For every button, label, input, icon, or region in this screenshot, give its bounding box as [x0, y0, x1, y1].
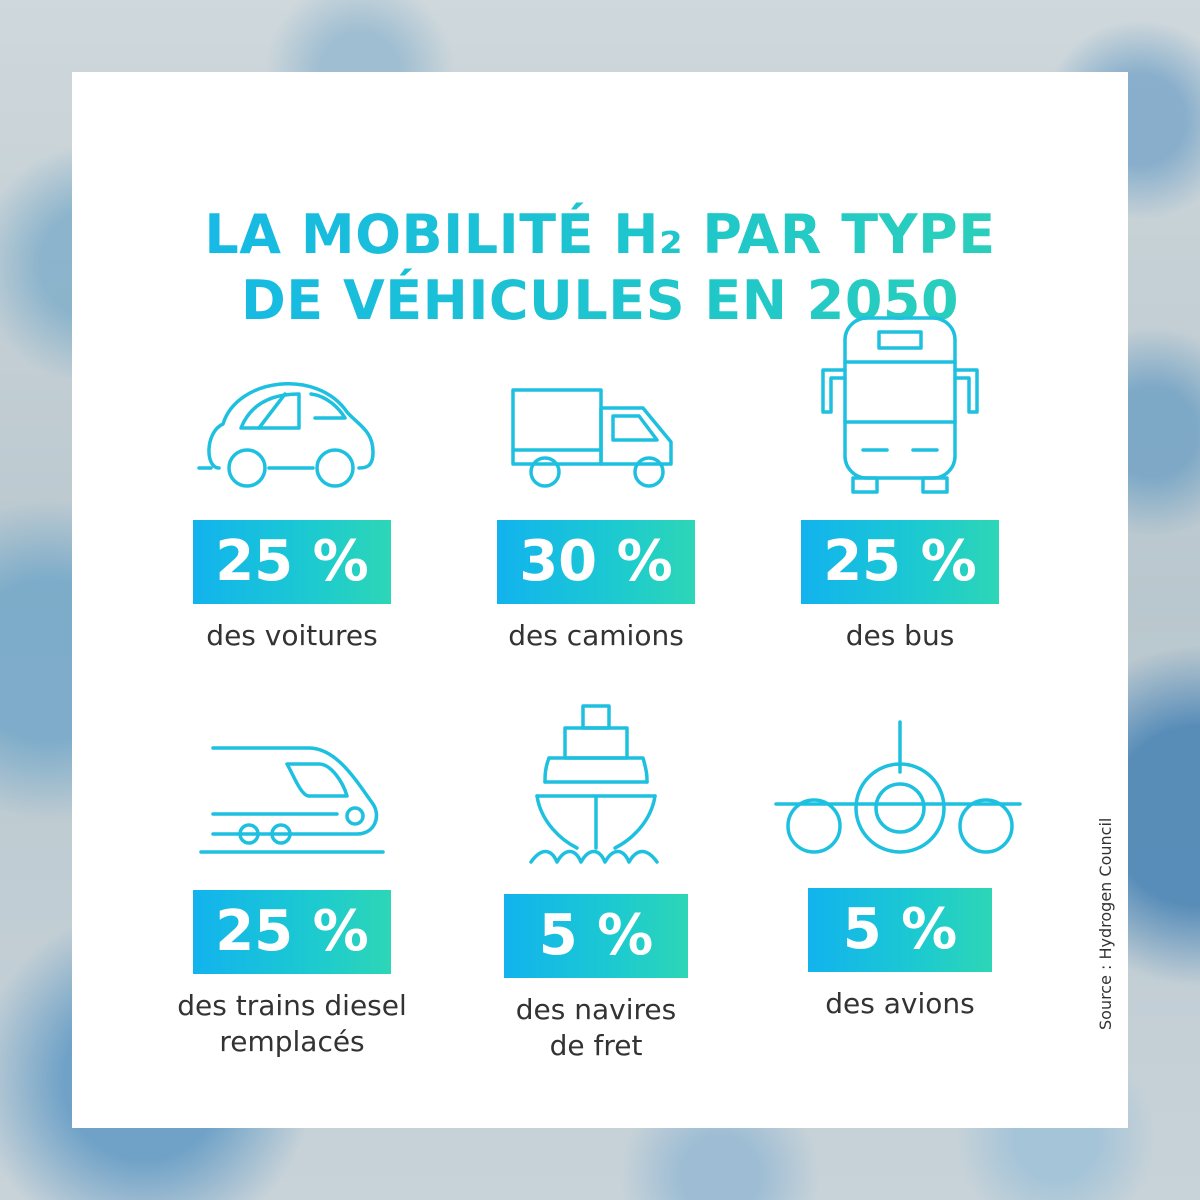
caption-cars: des voitures: [132, 618, 452, 654]
ship-icon: [436, 702, 756, 872]
source-note: Source : Hydrogen Council: [1096, 817, 1115, 1030]
caption-cars-line1: des voitures: [206, 619, 378, 652]
caption-buses: des bus: [740, 618, 1060, 654]
bus-icon: [740, 312, 1060, 502]
caption-trains-line2: remplacés: [219, 1025, 365, 1058]
caption-ships-line1: des navires: [515, 993, 677, 1026]
title-line-1: LA MOBILITÉ H₂ PAR TYPE: [72, 202, 1128, 268]
item-buses: 25 % des bus: [740, 312, 1060, 654]
caption-trucks-line1: des camions: [508, 619, 684, 652]
caption-trains-line1: des trains diesel: [177, 989, 407, 1022]
value-badge-cars: 25 %: [193, 520, 391, 604]
car-icon: [132, 372, 452, 502]
item-trains: 25 % des trains diesel remplacés: [132, 738, 452, 1060]
caption-ships: des navires de fret: [436, 992, 756, 1064]
caption-airplanes-line1: des avions: [825, 987, 975, 1020]
truck-icon: [436, 372, 756, 502]
value-badge-buses: 25 %: [801, 520, 999, 604]
value-badge-trains: 25 %: [193, 890, 391, 974]
page-title: LA MOBILITÉ H₂ PAR TYPE DE VÉHICULES EN …: [72, 202, 1128, 334]
item-trucks: 30 % des camions: [436, 372, 756, 654]
caption-trains: des trains diesel remplacés: [132, 988, 452, 1060]
item-ships: 5 % des navires de fret: [436, 702, 756, 1064]
item-cars: 25 % des voitures: [132, 372, 452, 654]
caption-buses-line1: des bus: [845, 619, 955, 652]
train-icon: [132, 738, 452, 868]
title-line-2: DE VÉHICULES EN 2050: [72, 268, 1128, 334]
caption-ships-line2: de fret: [549, 1029, 643, 1062]
airplane-icon: [740, 718, 1060, 868]
item-airplanes: 5 % des avions: [740, 718, 1060, 1022]
value-badge-airplanes: 5 %: [808, 888, 992, 972]
value-badge-ships: 5 %: [504, 894, 688, 978]
caption-airplanes: des avions: [740, 986, 1060, 1022]
infographic-card: LA MOBILITÉ H₂ PAR TYPE DE VÉHICULES EN …: [72, 72, 1128, 1128]
caption-trucks: des camions: [436, 618, 756, 654]
value-badge-trucks: 30 %: [497, 520, 695, 604]
